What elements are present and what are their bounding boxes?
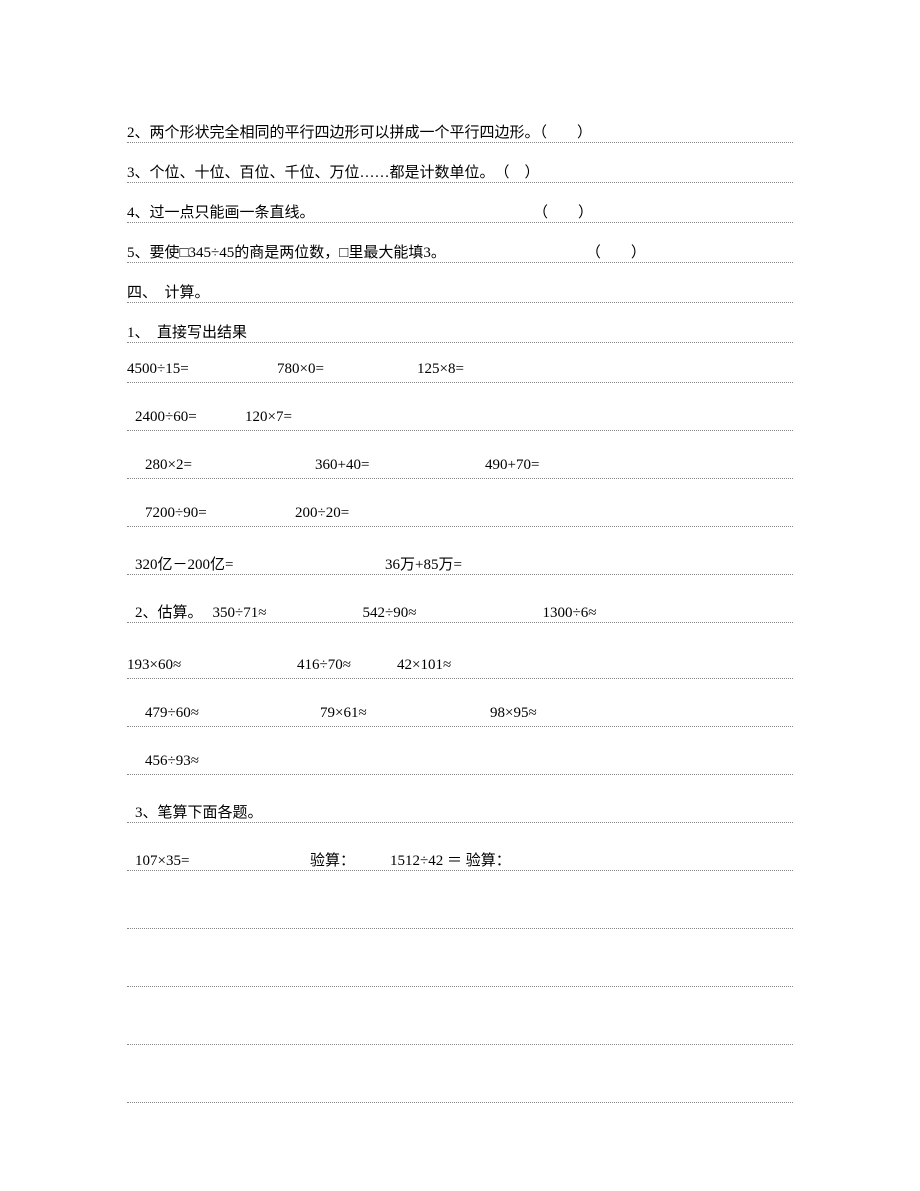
sub-3-heading: 3、笔算下面各题。: [127, 775, 793, 823]
calc-expr: 456÷93≈: [145, 753, 199, 770]
tf-q4: 4、过一点只能画一条直线。 （ ）: [127, 183, 793, 223]
tf-q2: 2、两个形状完全相同的平行四边形可以拼成一个平行四边形。（ ）: [127, 115, 793, 143]
sub-1-heading: 1、 直接写出结果: [127, 303, 793, 343]
heading-text: 3、笔算下面各题。: [135, 801, 263, 822]
est-row-3: 479÷60≈ 79×61≈ 98×95≈: [127, 679, 793, 727]
heading-text: 1、 直接写出结果: [127, 321, 247, 342]
heading-text: 四、 计算。: [127, 281, 210, 302]
spacer: [127, 623, 793, 639]
calc-expr: 350÷71≈: [213, 605, 363, 622]
page: 2、两个形状完全相同的平行四边形可以拼成一个平行四边形。（ ） 3、个位、十位、…: [0, 0, 920, 1191]
tf-q5: 5、要使□345÷45的商是两位数，□里最大能填3。 （ ）: [127, 223, 793, 263]
calc-expr: 7200÷90=: [145, 505, 295, 522]
calc-expr: 120×7=: [245, 409, 292, 426]
est-row-4: 456÷93≈: [127, 727, 793, 775]
answer-blank: （ ）: [586, 241, 646, 262]
calc-expr: 780×0=: [277, 361, 417, 378]
calc-expr: 36万+85万=: [385, 553, 462, 574]
calc-expr: 479÷60≈: [145, 705, 320, 722]
heading-text: 2、估算。: [135, 601, 203, 622]
calc-row-4: 7200÷90= 200÷20=: [127, 479, 793, 527]
calc-row-1: 4500÷15= 780×0= 125×8=: [127, 343, 793, 383]
blank-line: [127, 987, 793, 1045]
answer-blank: （ ）: [533, 201, 593, 222]
calc-expr: 4500÷15=: [127, 361, 277, 378]
calc-row-3: 280×2= 360+40= 490+70=: [127, 431, 793, 479]
calc-expr: 1512÷42 ＝ 验算：: [390, 849, 511, 870]
calc-label: 验算：: [310, 849, 390, 870]
calc-expr: 42×101≈: [397, 657, 451, 674]
written-row-1: 107×35= 验算： 1512÷42 ＝ 验算：: [127, 823, 793, 871]
calc-row-5: 320亿－200亿= 36万+85万=: [127, 527, 793, 575]
calc-expr: 107×35=: [135, 853, 310, 870]
calc-expr: 2400÷60=: [135, 409, 245, 426]
sub-2-row-1: 2、估算。 350÷71≈ 542÷90≈ 1300÷6≈: [127, 575, 793, 623]
calc-expr: 193×60≈: [127, 657, 297, 674]
calc-expr: 320亿－200亿=: [135, 553, 385, 574]
calc-expr: 98×95≈: [490, 705, 537, 722]
question-text: 3、个位、十位、百位、千位、万位……都是计数单位。 （ ）: [127, 161, 540, 182]
calc-expr: 125×8=: [417, 361, 464, 378]
calc-expr: 490+70=: [485, 457, 539, 474]
calc-expr: 200÷20=: [295, 505, 349, 522]
tf-q3: 3、个位、十位、百位、千位、万位……都是计数单位。 （ ）: [127, 143, 793, 183]
blank-line: [127, 929, 793, 987]
question-text: 5、要使□345÷45的商是两位数，□里最大能填3。: [127, 241, 446, 262]
calc-expr: 542÷90≈: [363, 605, 543, 622]
calc-expr: 360+40=: [315, 457, 485, 474]
calc-expr: 1300÷6≈: [543, 605, 597, 622]
calc-row-2: 2400÷60= 120×7=: [127, 383, 793, 431]
calc-expr: 416÷70≈: [297, 657, 397, 674]
question-text: 2、两个形状完全相同的平行四边形可以拼成一个平行四边形。（ ）: [127, 121, 592, 142]
blank-line: [127, 1045, 793, 1103]
question-text: 4、过一点只能画一条直线。: [127, 201, 315, 222]
section-4-heading: 四、 计算。: [127, 263, 793, 303]
calc-expr: 280×2=: [145, 457, 315, 474]
blank-line: [127, 871, 793, 929]
est-row-2: 193×60≈ 416÷70≈ 42×101≈: [127, 639, 793, 679]
calc-expr: 79×61≈: [320, 705, 490, 722]
